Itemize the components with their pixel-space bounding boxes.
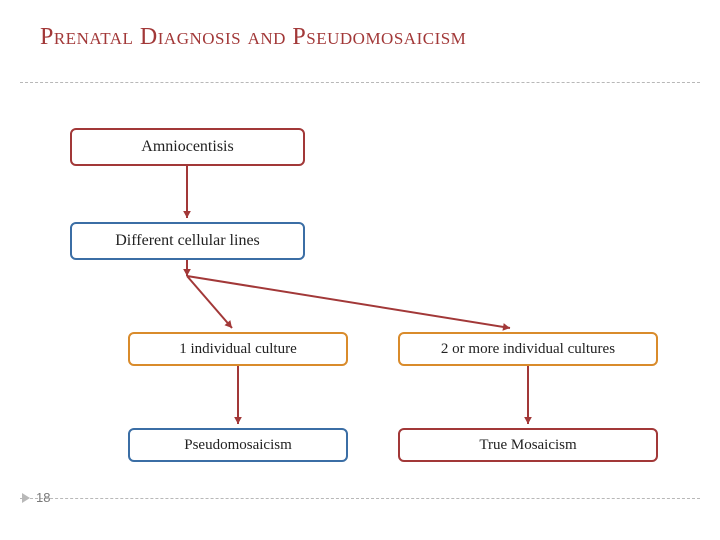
node-different-cellular-lines: Different cellular lines — [70, 222, 305, 260]
node-label: Different cellular lines — [115, 232, 260, 250]
node-amniocentisis: Amniocentisis — [70, 128, 305, 166]
node-label: 2 or more individual cultures — [441, 341, 615, 358]
page-number-value: 18 — [36, 490, 50, 505]
page-number: 18 — [22, 490, 50, 505]
page-marker-icon — [22, 493, 30, 503]
node-true-mosaicism: True Mosaicism — [398, 428, 658, 462]
node-one-individual-culture: 1 individual culture — [128, 332, 348, 366]
divider-bottom — [20, 498, 700, 499]
node-label: Pseudomosaicism — [184, 437, 292, 454]
node-label: Amniocentisis — [141, 138, 233, 156]
node-pseudomosaicism: Pseudomosaicism — [128, 428, 348, 462]
node-label: 1 individual culture — [179, 341, 296, 358]
node-two-or-more-cultures: 2 or more individual cultures — [398, 332, 658, 366]
page-title: Prenatal Diagnosis and Pseudomosaicism — [40, 24, 466, 51]
node-label: True Mosaicism — [479, 437, 576, 454]
divider-top — [20, 82, 700, 83]
